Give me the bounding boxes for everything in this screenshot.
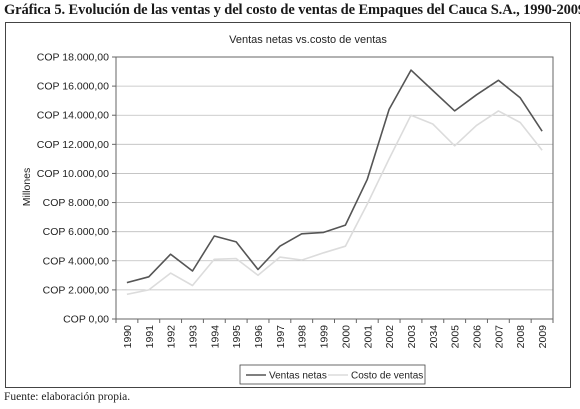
x-tick-label: 2003 — [406, 325, 418, 349]
x-tick-label: 1997 — [275, 325, 287, 349]
x-tick-label: 1994 — [209, 325, 221, 349]
chart-title: Ventas netas vs.costo de ventas — [229, 34, 387, 46]
y-tick-label: COP 14.000,00 — [37, 110, 109, 122]
y-tick-label: COP 10.000,00 — [37, 168, 109, 180]
x-axis-ticks: 1990 1991 1992 1993 1994 1995 1996 1997 1998 1999… — [115, 319, 554, 349]
x-tick-label: 1998 — [297, 325, 309, 349]
x-tick-label: 2007 — [493, 325, 505, 349]
figure-title: Gráfica 5. Evolución de las ventas y del… — [4, 2, 580, 18]
x-tick-label: 1991 — [144, 325, 156, 349]
y-tick-label: COP 6.000,00 — [43, 226, 110, 238]
x-tick-label: 1995 — [231, 325, 243, 349]
x-tick-label: 2008 — [515, 325, 527, 349]
y-axis-label: Millones — [21, 168, 33, 207]
x-tick-label: 1990 — [122, 325, 134, 349]
y-tick-label: COP 4.000,00 — [43, 255, 110, 267]
x-tick-label: 1992 — [166, 325, 178, 349]
series-line-costo-de-ventas — [126, 110, 543, 296]
y-tick-label: COP 12.000,00 — [37, 139, 109, 151]
y-tick-label: COP 8.000,00 — [43, 197, 110, 209]
x-tick-label: 2005 — [450, 325, 462, 349]
chart-frame — [5, 22, 571, 388]
series-line-ventas-netas — [126, 69, 543, 284]
x-tick-label: 1999 — [319, 325, 331, 349]
y-tick-label: COP 16.000,00 — [37, 81, 109, 93]
y-tick-label: COP 0,00 — [63, 314, 109, 326]
legend-label-ventas-netas: Ventas netas — [269, 371, 327, 382]
y-tick-label: COP 18.000,00 — [37, 52, 109, 64]
y-tick-label: COP 2.000,00 — [43, 284, 110, 296]
x-tick-label: 2000 — [340, 325, 352, 349]
x-tick-label: 2002 — [384, 325, 396, 349]
legend: Ventas netas Costo de ventas — [239, 364, 426, 385]
series-lines — [126, 69, 543, 296]
x-tick-label: 2001 — [362, 325, 374, 349]
x-tick-label: 2006 — [472, 325, 484, 349]
x-tick-label: 1993 — [187, 325, 199, 349]
y-axis-ticks: COP 0,00 COP 2.000,00 COP 4.000,00 COP 6.00… — [37, 52, 116, 326]
plot-area-border — [115, 56, 554, 320]
legend-label-costo-de-ventas: Costo de ventas — [351, 371, 423, 382]
x-tick-label: 2009 — [537, 325, 549, 349]
x-tick-label: 1996 — [253, 325, 265, 349]
source-note: Fuente: elaboración propia. — [4, 391, 131, 403]
gridlines — [116, 56, 553, 291]
x-tick-label: 2034 — [428, 325, 440, 349]
